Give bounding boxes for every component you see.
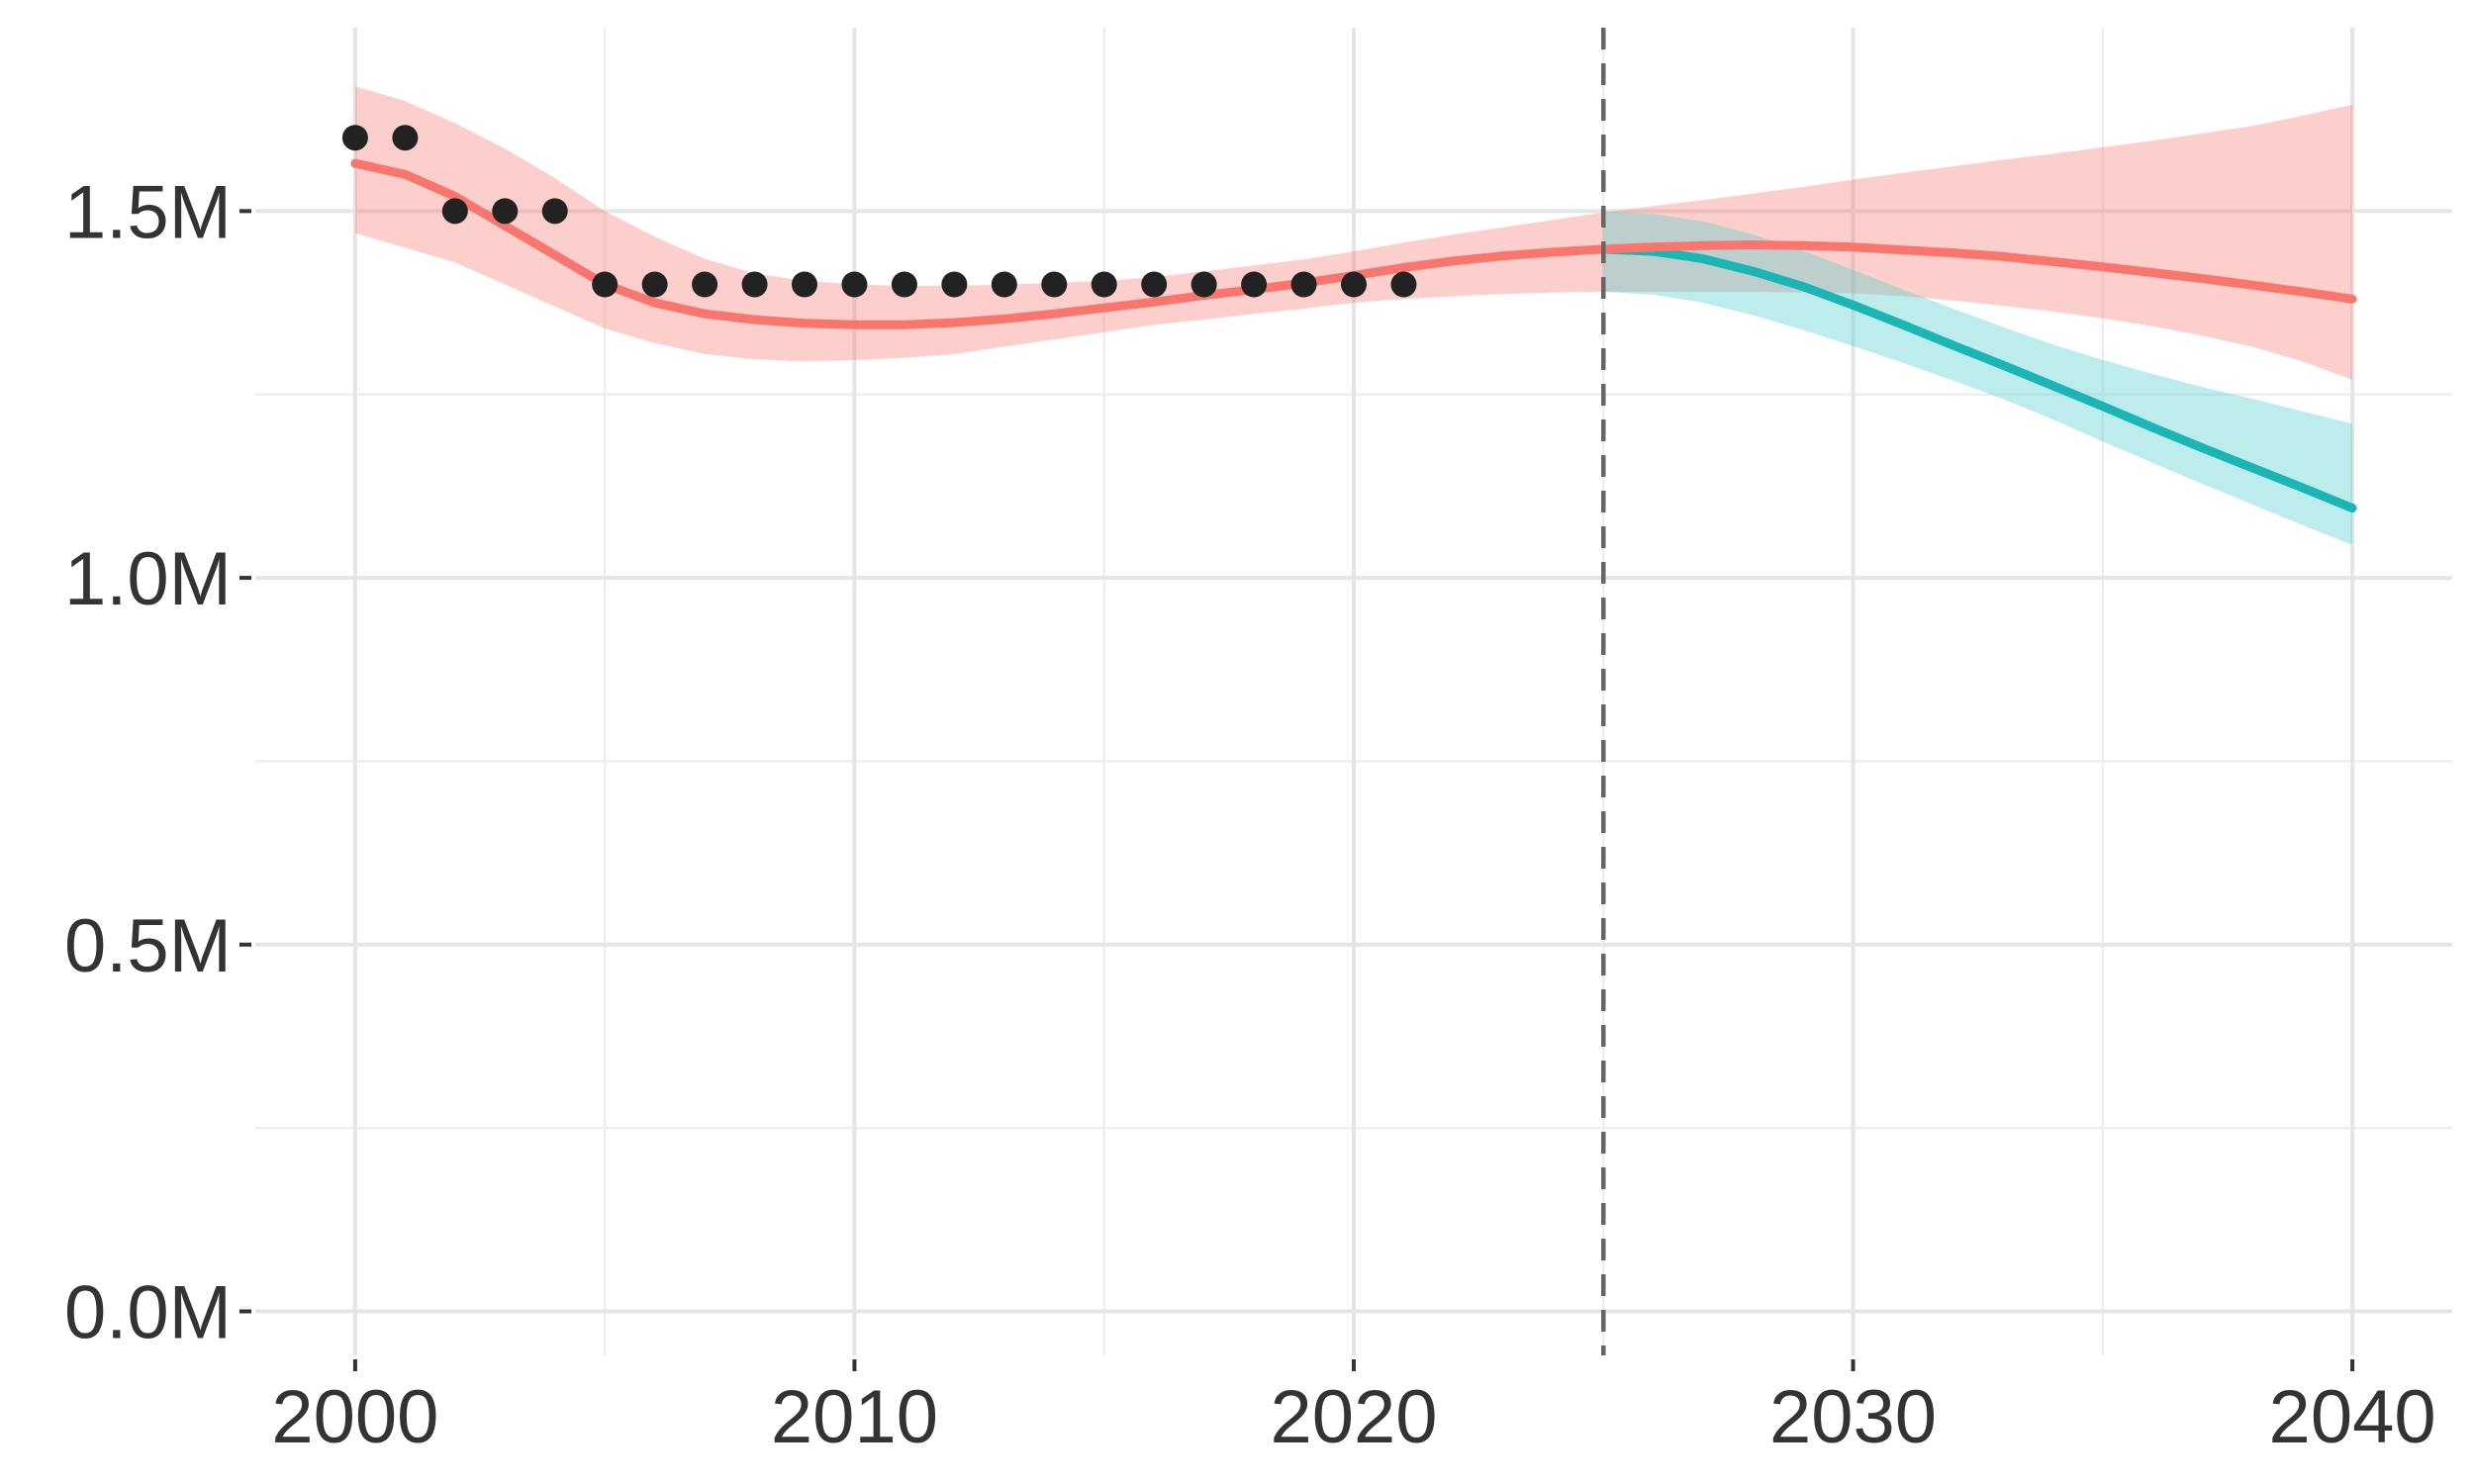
y-tick-label: 0.0M	[64, 1271, 232, 1355]
y-tick-label: 0.5M	[64, 904, 232, 988]
data-point	[792, 271, 817, 298]
data-point	[1341, 271, 1367, 298]
data-point	[991, 271, 1017, 298]
data-point	[1190, 271, 1217, 298]
data-point	[541, 198, 568, 225]
data-point	[941, 271, 968, 298]
confidence-bands	[354, 86, 2353, 545]
series-line-2	[1598, 244, 2357, 513]
data-point	[392, 125, 419, 151]
data-point	[1091, 271, 1117, 298]
data-point	[592, 271, 618, 298]
x-tick-label: 2030	[1769, 1375, 1937, 1459]
observed-points	[341, 125, 1417, 298]
y-tick-label: 1.0M	[64, 537, 232, 621]
x-tick-label: 2040	[2269, 1375, 2436, 1459]
data-point	[692, 271, 718, 298]
data-point	[1390, 271, 1417, 298]
x-tick-label: 2000	[271, 1375, 438, 1459]
y-tick-label: 1.5M	[64, 170, 232, 254]
x-tick-label: 2010	[771, 1375, 938, 1459]
data-point	[841, 271, 868, 298]
data-point	[1041, 271, 1068, 298]
confidence-band-1	[354, 86, 2353, 380]
confidence-band-2	[1603, 211, 2353, 545]
data-point	[441, 198, 468, 225]
data-point	[341, 125, 368, 151]
data-point	[492, 198, 519, 225]
data-point	[741, 271, 768, 298]
data-point	[891, 271, 917, 298]
data-point	[1241, 271, 1268, 298]
axes: 0.0M 0.5M 1.0M 1.5M 2000 2010 2020 2030 2040	[64, 170, 2436, 1459]
data-point	[1290, 271, 1317, 298]
data-point	[1141, 271, 1168, 298]
data-point	[641, 271, 668, 298]
x-tick-label: 2020	[1270, 1375, 1437, 1459]
